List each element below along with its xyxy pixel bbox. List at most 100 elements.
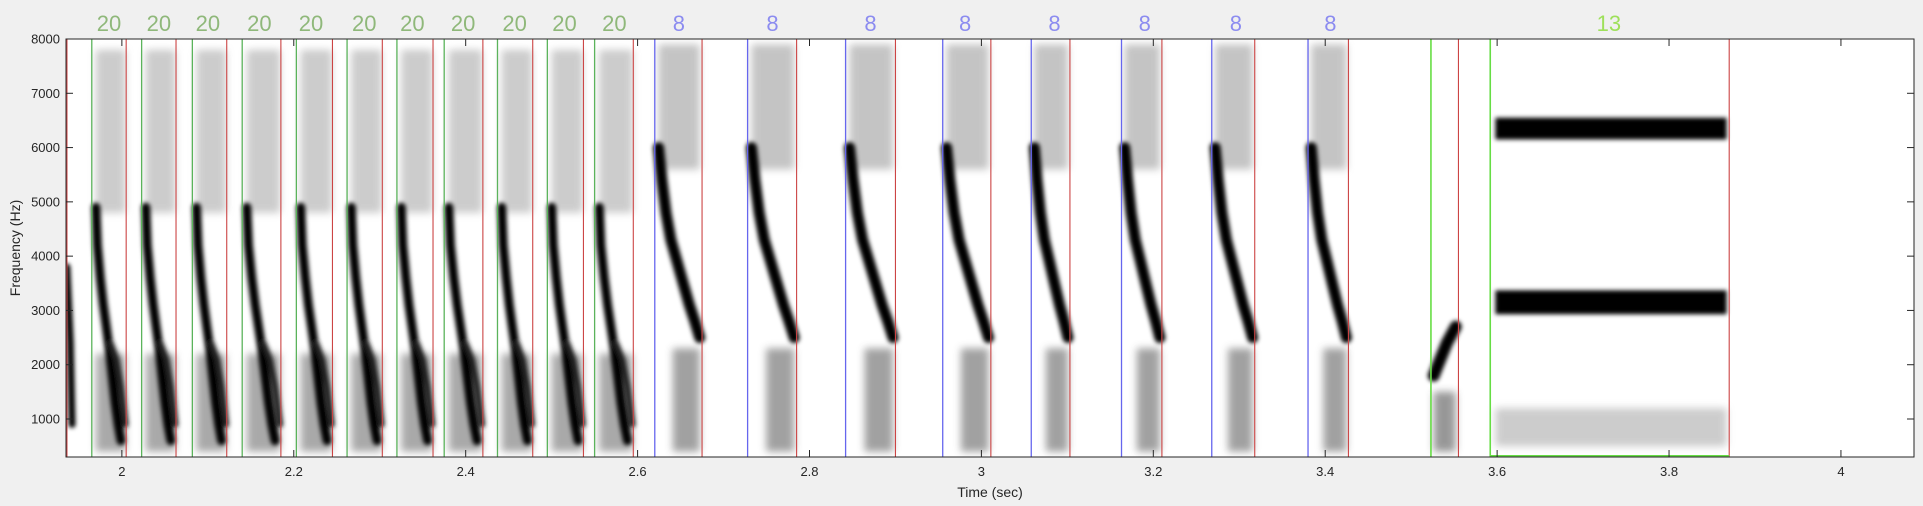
syllable-stroke	[564, 340, 586, 428]
segment-label: 8	[1139, 11, 1151, 36]
syllable-stroke	[192, 202, 227, 446]
haze-patch	[300, 49, 332, 213]
x-tick-label: 3	[978, 464, 985, 479]
syllable-stroke	[107, 340, 129, 428]
haze-patch	[849, 44, 893, 170]
x-tick-label: 2.8	[800, 464, 818, 479]
segment-label: 8	[1230, 11, 1242, 36]
harmonic-band-high	[1495, 117, 1727, 140]
haze-patch	[95, 49, 126, 213]
y-tick-label: 4000	[31, 249, 60, 264]
segment-label: 20	[352, 11, 376, 36]
x-tick-label: 2.4	[457, 464, 475, 479]
haze-patch	[864, 348, 893, 452]
x-tick-label: 2.2	[285, 464, 303, 479]
haze-patch	[1311, 44, 1347, 170]
x-tick-label: 3.6	[1488, 464, 1506, 479]
spectral-haze	[95, 44, 1727, 452]
haze-patch	[599, 49, 633, 213]
haze-patch	[145, 49, 176, 213]
segment-label: 20	[451, 11, 475, 36]
syllable-stroke	[612, 340, 636, 428]
segment-label: 20	[147, 11, 171, 36]
syllable-stroke	[1119, 142, 1166, 344]
haze-patch	[501, 49, 533, 213]
syllable-stroke	[91, 202, 126, 446]
x-tick-label: 2.6	[629, 464, 647, 479]
syllable-stroke	[413, 340, 436, 428]
syllable-stroke	[1305, 142, 1352, 344]
spectrogram-ink	[66, 44, 1727, 452]
syllable-stroke	[1427, 320, 1462, 382]
x-tick-label: 2	[118, 464, 125, 479]
plot-frame	[65, 38, 1915, 458]
haze-patch	[751, 44, 795, 170]
syllable-stroke	[444, 202, 482, 446]
syllable-stroke	[296, 202, 332, 446]
haze-patch	[401, 49, 433, 213]
syllable-stroke	[513, 340, 535, 428]
syllable-stroke	[157, 340, 179, 428]
haze-patch	[551, 49, 583, 213]
segment-label: 20	[400, 11, 424, 36]
plot-area	[66, 39, 1914, 457]
spectral-strokes	[66, 117, 1727, 446]
haze-patch	[1495, 408, 1727, 447]
haze-patch	[196, 49, 227, 213]
segment-label: 8	[864, 11, 876, 36]
syllable-stroke	[497, 202, 532, 446]
syllable-stroke	[242, 202, 280, 446]
segment-label: 20	[97, 11, 121, 36]
syllable-stroke	[941, 142, 994, 344]
segment-label: 20	[247, 11, 271, 36]
haze-patch	[1228, 348, 1253, 452]
syllable-stroke	[313, 340, 335, 428]
syllable-stroke	[462, 340, 486, 428]
x-tick-label: 4	[1837, 464, 1844, 479]
y-tick-label: 5000	[31, 194, 60, 209]
haze-patch	[1433, 391, 1456, 452]
haze-patch	[658, 44, 700, 170]
haze-patch	[1124, 44, 1160, 170]
y-tick-label: 1000	[31, 412, 60, 427]
segment-boundaries	[66, 39, 1730, 457]
segment-label: 20	[502, 11, 526, 36]
haze-patch	[946, 44, 989, 170]
y-tick-label: 7000	[31, 86, 60, 101]
syllable-stroke	[746, 142, 800, 344]
harmonic-band-low	[1495, 290, 1727, 315]
segment-label: 20	[196, 11, 220, 36]
segment-label: 8	[1324, 11, 1336, 36]
syllable-stroke	[208, 340, 229, 428]
haze-patch	[1323, 348, 1347, 452]
haze-patch	[1045, 348, 1069, 452]
syllable-stroke	[363, 340, 385, 428]
x-tick-label: 3.4	[1316, 464, 1334, 479]
segment-labels: 20 20 20 20 20 20 20 20 20 20 20 8 8 8 8 8 8 8 8 13	[97, 11, 1621, 36]
segment-label: 8	[673, 11, 685, 36]
segment-label: 20	[552, 11, 576, 36]
x-tick-label: 3.2	[1144, 464, 1162, 479]
haze-patch	[246, 49, 281, 213]
x-tick-label: 3.8	[1660, 464, 1678, 479]
syllable-stroke	[66, 263, 76, 428]
haze-patch	[1215, 44, 1253, 170]
segment-label: 8	[959, 11, 971, 36]
x-axis-label: Time (sec)	[957, 484, 1023, 500]
syllable-stroke	[260, 340, 284, 428]
y-tick-label: 8000	[31, 32, 60, 47]
syllable-stroke	[844, 142, 899, 344]
haze-patch	[961, 348, 989, 452]
haze-patch	[448, 49, 483, 213]
haze-patch	[351, 49, 382, 213]
haze-patch	[766, 348, 795, 452]
y-tick-label: 6000	[31, 140, 60, 155]
syllable-stroke	[594, 202, 632, 446]
y-tick-label: 3000	[31, 303, 60, 318]
segment-label: 20	[602, 11, 626, 36]
syllable-stroke	[396, 202, 433, 446]
segment-label: 20	[299, 11, 323, 36]
segment-label: 13	[1597, 11, 1621, 36]
